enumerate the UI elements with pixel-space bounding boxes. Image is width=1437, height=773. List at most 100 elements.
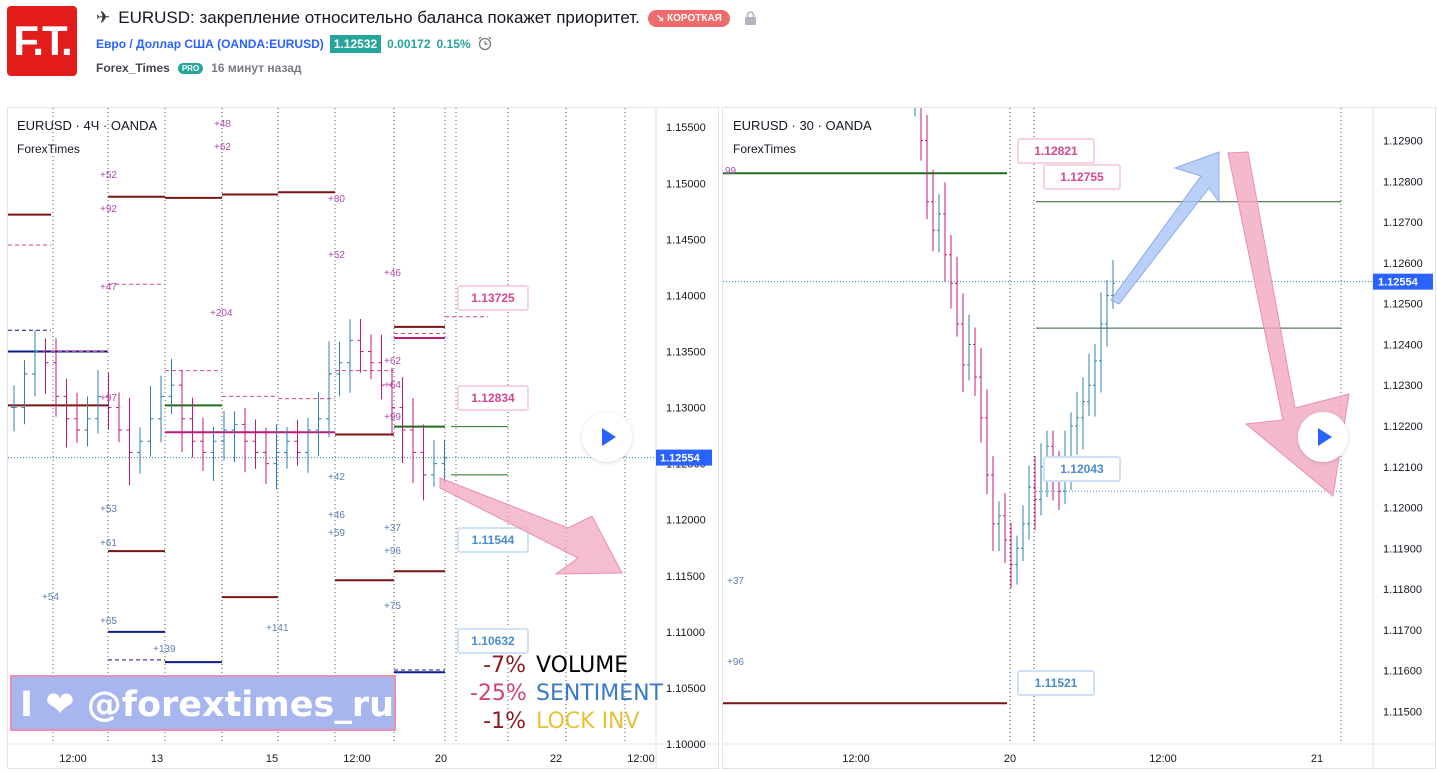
volume-label: +61 (100, 538, 117, 549)
last-price-badge (656, 449, 712, 466)
price-callout-box (1017, 138, 1095, 164)
volume-label: +75 (384, 601, 401, 612)
stats-block: -7% VOLUME -25% SENTIMENT -1% LOCK INV (470, 652, 664, 736)
price-callout-label: 1.12834 (471, 391, 515, 405)
chart-legend-symbol: EURUSD · 4Ч · OANDA (17, 118, 157, 133)
idea-title-row: ✈ EURUSD: закрепление относительно балан… (96, 6, 757, 30)
stat-lock-inv: -1% LOCK INV (470, 708, 660, 736)
y-tick-label: 1.12100 (1383, 462, 1423, 474)
chart-4h-svg[interactable]: 1.15500 1.15000 1.14500 1.14000 1.13500 1.130… (8, 108, 718, 768)
price-callout-box (1017, 670, 1095, 696)
pro-badge: PRO (177, 62, 204, 74)
price-callout-label: 1.12821 (1034, 144, 1078, 158)
volume-label: +52 (328, 250, 345, 261)
lock-icon (744, 10, 757, 26)
volume-label: +47 (100, 282, 117, 293)
volume-label: +96 (727, 657, 744, 668)
price-callout-box (457, 285, 529, 311)
volume-label: +64 (384, 380, 401, 391)
volume-label: +52 (100, 170, 117, 181)
volume-label: +42 (328, 472, 345, 483)
price-callout-box (1043, 164, 1121, 190)
y-tick-label: 1.11600 (1383, 666, 1422, 678)
volume-label: +99 (384, 412, 401, 423)
x-tick-label: 21 (1311, 753, 1323, 765)
forextimes-logo[interactable]: F.T. (7, 6, 77, 76)
stat-lock-inv-value: -1% (483, 709, 526, 734)
price-callout-label: 1.11544 (472, 533, 515, 547)
volume-label: +46 (384, 268, 401, 279)
y-tick-label: 1.13500 (666, 347, 706, 359)
y-tick-label: 1.12000 (1383, 503, 1423, 515)
x-tick-label: 12:00 (59, 753, 87, 765)
price-callout-label: 1.13725 (471, 291, 515, 305)
x-tick-label: 12:00 (842, 753, 870, 765)
price-callout-label: 1.11521 (1035, 676, 1078, 690)
volume-label: +97 (100, 393, 117, 404)
x-tick-label: 13 (151, 753, 163, 765)
alarm-clock-icon[interactable] (477, 35, 493, 54)
volume-label: +54 (42, 592, 59, 603)
chart-indicator-name: ForexTimes (17, 142, 80, 156)
volume-label: +139 (153, 644, 176, 655)
volume-label: +92 (100, 204, 117, 215)
y-tick-label: 1.12300 (1383, 380, 1423, 392)
y-tick-label: 1.11500 (1383, 706, 1422, 718)
volume-label: +204 (210, 308, 233, 319)
bullish-arrow (1110, 151, 1220, 305)
stat-sentiment-name: SENTIMENT (536, 681, 664, 706)
y-tick-label: 1.12700 (1383, 217, 1423, 229)
y-tick-label: 1.11700 (1383, 625, 1422, 637)
play-button-30m[interactable] (1298, 412, 1348, 462)
price-callout-box (457, 628, 529, 654)
chart-30m-svg[interactable]: 1.12900 1.12800 1.12700 1.12600 1.12500 1.124… (723, 68, 1435, 768)
volume-label: +46 (328, 510, 345, 521)
y-tick-label: 1.15000 (666, 178, 706, 190)
price-callout-box (457, 527, 529, 553)
price-badge: 1.12532 (329, 35, 382, 53)
chart-legend-symbol: EURUSD · 30 · OANDA (733, 118, 872, 133)
price-callout-label: 1.12755 (1060, 170, 1104, 184)
price-callout-label: 1.10632 (471, 634, 515, 648)
y-tick-label: 1.12200 (1383, 421, 1423, 433)
y-tick-label: 1.12500 (1383, 299, 1423, 311)
volume-label: +48 (214, 119, 231, 130)
last-price-badge (1373, 273, 1433, 290)
y-tick-label: 1.12900 (1383, 136, 1423, 148)
price-callout-box (1043, 456, 1121, 482)
symbol-link[interactable]: Евро / Доллар США (OANDA:EURUSD) (96, 37, 324, 51)
y-tick-label: 1.11800 (1383, 584, 1422, 596)
bearish-arrow (439, 477, 623, 575)
stat-volume-value: -7% (483, 653, 526, 678)
volume-label: +37 (384, 523, 401, 534)
y-tick-label: 1.13000 (666, 403, 706, 415)
volume-label: +37 (727, 576, 744, 587)
symbol-row: Евро / Доллар США (OANDA:EURUSD) 1.12532… (96, 34, 493, 54)
volume-label: +62 (384, 356, 401, 367)
volume-label: +96 (384, 546, 401, 557)
y-tick-label: 1.11900 (1383, 543, 1422, 555)
stat-volume-name: VOLUME (536, 653, 629, 678)
volume-label: +59 (328, 528, 345, 539)
y-tick-label: 1.10500 (666, 683, 706, 695)
last-price-label: 1.12554 (1378, 277, 1419, 289)
x-tick-label: 20 (1004, 753, 1016, 765)
y-tick-label: 1.10000 (666, 739, 706, 751)
short-badge: ↘ КОРОТКАЯ (647, 9, 730, 27)
volume-label: 99 (725, 166, 737, 177)
x-tick-label: 15 (266, 753, 278, 765)
x-tick-label: 20 (435, 753, 447, 765)
y-tick-label: 1.11500 (666, 571, 705, 583)
rocket-icon: ✈ (96, 8, 111, 27)
y-tick-label: 1.12600 (1383, 258, 1423, 270)
volume-label: +62 (214, 142, 231, 153)
price-callout-box (457, 385, 529, 411)
x-tick-label: 12:00 (343, 753, 371, 765)
price-change-pct: 0.15% (436, 37, 471, 51)
stat-volume: -7% VOLUME (470, 652, 660, 680)
stat-sentiment-value: -25% (470, 681, 527, 706)
x-tick-label: 12:00 (1149, 753, 1177, 765)
play-button-4h[interactable] (582, 412, 632, 462)
author-name[interactable]: Forex_Times (96, 61, 170, 75)
price-callout-label: 1.12043 (1060, 462, 1104, 476)
